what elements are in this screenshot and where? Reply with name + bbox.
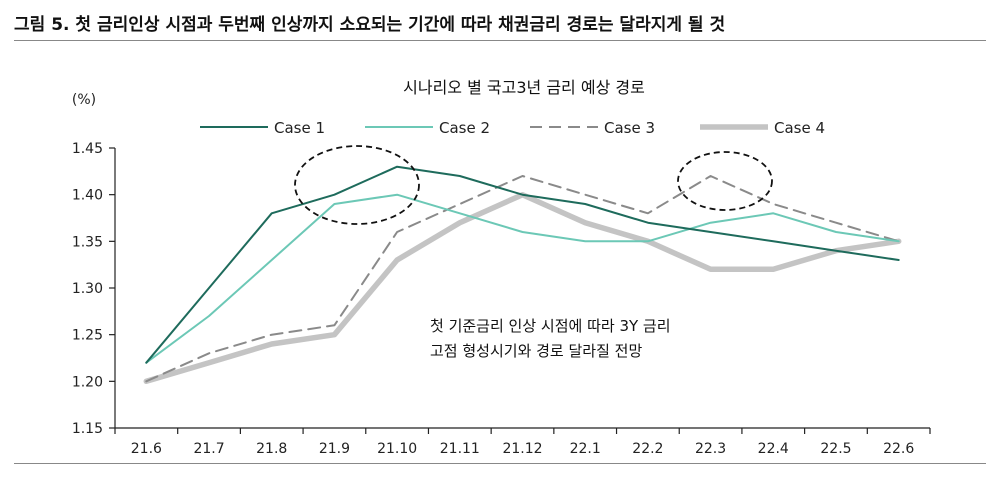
legend: Case 1 Case 2 Case 3 Case 4 — [200, 119, 825, 137]
legend-label-case-3: Case 3 — [604, 119, 655, 137]
legend-label-case-1: Case 1 — [274, 119, 325, 137]
x-tick-label: 22.2 — [632, 441, 663, 457]
x-tick-label: 22.5 — [820, 441, 851, 457]
highlight-ellipses — [294, 145, 773, 225]
legend-label-case-4: Case 4 — [774, 119, 825, 137]
x-tick-label: 21.9 — [319, 441, 350, 457]
y-tick-label: 1.20 — [72, 374, 103, 390]
x-tick-label: 22.3 — [695, 441, 726, 457]
x-tick-label: 22.4 — [758, 441, 789, 457]
x-tick-label: 21.6 — [131, 441, 162, 457]
series-line-case-1 — [145, 165, 900, 364]
y-tick-label: 1.40 — [72, 188, 103, 204]
bottom-rule — [14, 463, 986, 464]
axes: 1.15 1.20 1.25 1.30 1.35 1.40 1.45 21.6 21.7 21.8… — [72, 141, 931, 457]
x-tick-label: 21.8 — [256, 441, 287, 457]
y-tick-label: 1.45 — [72, 141, 103, 157]
x-tick-label: 21.10 — [377, 441, 417, 457]
chart-title: 시나리오 별 국고3년 금리 예상 경로 — [403, 78, 645, 97]
y-tick-label: 1.35 — [72, 234, 103, 250]
annotation-line-2: 고점 형성시기와 경로 달라질 전망 — [430, 342, 642, 360]
figure-title: 그림 5. 첫 금리인상 시점과 두번째 인상까지 소요되는 기간에 따라 채권… — [14, 15, 726, 35]
y-axis-unit: (%) — [72, 92, 96, 108]
x-tick-label: 22.6 — [883, 441, 914, 457]
x-tick-label: 22.1 — [570, 441, 601, 457]
series-line-case-2 — [145, 193, 900, 364]
x-tick-label: 21.11 — [440, 441, 480, 457]
peak-highlight-ellipse-1 — [294, 145, 420, 225]
series-layer — [143, 165, 902, 385]
y-tick-label: 1.30 — [72, 281, 103, 297]
x-tick-label: 21.7 — [193, 441, 224, 457]
x-tick-label: 21.12 — [502, 441, 542, 457]
y-tick-label: 1.25 — [72, 328, 103, 344]
legend-label-case-2: Case 2 — [439, 119, 490, 137]
series-line-case-3 — [145, 175, 900, 383]
peak-highlight-ellipse-2 — [677, 151, 773, 211]
y-tick-label: 1.15 — [72, 421, 103, 437]
title-rule — [14, 40, 986, 41]
annotation-line-1: 첫 기준금리 인상 시점에 따라 3Y 금리 — [430, 317, 671, 335]
